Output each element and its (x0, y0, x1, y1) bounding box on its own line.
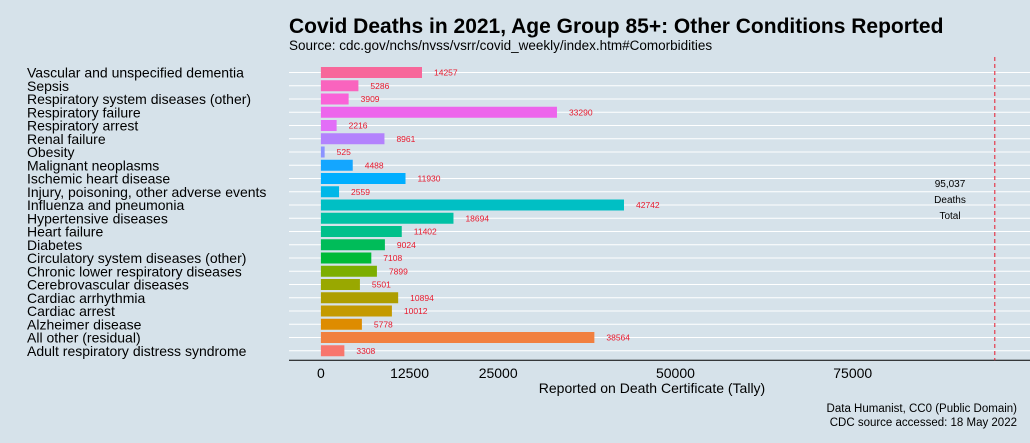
value-label: 7899 (389, 266, 408, 276)
category-label: Influenza and pneumonia (27, 197, 184, 213)
x-tick-label: 75000 (833, 365, 872, 381)
category-label: Respiratory failure (27, 104, 141, 120)
category-label: Ischemic heart disease (27, 171, 170, 187)
chart-subtitle: Source: cdc.gov/nchs/nvss/vsrr/covid_wee… (289, 38, 713, 53)
value-label: 2216 (349, 121, 368, 131)
value-labels: 14257 5286 3909 33290 2216 8961 525 4488 11930 25… (337, 68, 660, 356)
bar (320, 252, 372, 264)
category-label: Malignant neoplasms (27, 157, 159, 173)
chart-title: Covid Deaths in 2021, Age Group 85+: Oth… (289, 15, 944, 38)
value-label: 18694 (465, 213, 489, 223)
category-label: Chronic lower respiratory diseases (27, 263, 242, 279)
category-label: Sepsis (27, 78, 69, 94)
category-label: Heart failure (27, 224, 103, 240)
value-label: 4488 (365, 160, 384, 170)
total-label: Deaths (934, 195, 966, 206)
x-tick-label: 12500 (390, 365, 429, 381)
bar (320, 292, 399, 304)
value-label: 10012 (404, 306, 428, 316)
bar (320, 173, 406, 184)
x-tick-label: 50000 (656, 365, 695, 381)
bar (320, 318, 362, 330)
bar (320, 186, 340, 198)
bar (320, 332, 595, 343)
category-label: Cardiac arrhythmia (27, 290, 145, 306)
value-label: 5501 (372, 280, 391, 290)
value-label: 10894 (410, 293, 434, 303)
bar (320, 146, 325, 158)
category-label: Cerebrovascular diseases (27, 277, 189, 293)
value-label: 9024 (397, 240, 416, 250)
source-accessed-line: CDC source accessed: 18 May 2022 (829, 417, 1017, 429)
bar (320, 212, 454, 224)
bar (320, 226, 402, 237)
value-label: 2559 (351, 187, 370, 197)
category-label: Obesity (27, 144, 74, 160)
bar (320, 239, 385, 251)
category-label: Adult respiratory distress syndrome (27, 343, 247, 359)
value-label: 8961 (396, 134, 415, 144)
category-label: Circulatory system diseases (other) (27, 250, 246, 266)
total-label: Total (939, 211, 960, 222)
bar (320, 120, 337, 131)
value-label: 7108 (383, 253, 402, 263)
bar (320, 93, 349, 105)
x-tick-label: 25000 (479, 365, 518, 381)
value-label: 5286 (370, 81, 389, 91)
bars (320, 67, 624, 357)
x-tick-labels: 0 12500 25000 50000 75000 (317, 365, 872, 381)
bar (320, 305, 392, 317)
value-label: 42742 (636, 200, 660, 210)
bar (320, 159, 353, 171)
bar (320, 106, 557, 118)
total-label: 95,037 (935, 179, 966, 190)
category-label: Injury, poisoning, other adverse events (27, 184, 266, 200)
category-label: Diabetes (27, 237, 82, 253)
bar (320, 80, 359, 92)
value-label: 525 (337, 147, 351, 157)
value-label: 38564 (606, 333, 630, 343)
value-label: 33290 (569, 107, 593, 117)
bar (320, 199, 624, 211)
category-label: Respiratory arrest (27, 118, 138, 134)
x-axis-title: Reported on Death Certificate (Tally) (539, 380, 765, 396)
category-label: Vascular and unspecified dementia (27, 65, 244, 81)
bar (320, 279, 360, 290)
bar (320, 265, 377, 277)
bar (320, 67, 423, 78)
credit-line: Data Humanist, CC0 (Public Domain) (826, 403, 1017, 415)
category-label: Hypertensive diseases (27, 210, 168, 226)
category-label: Renal failure (27, 131, 106, 147)
category-label: Respiratory system diseases (other) (27, 91, 251, 107)
value-label: 5778 (374, 319, 393, 329)
bar (320, 133, 385, 145)
value-label: 11402 (414, 227, 437, 237)
value-label: 3909 (361, 94, 380, 104)
value-label: 11930 (418, 174, 441, 184)
reference-line-group: 95,037 Deaths Total (934, 57, 996, 361)
category-labels: Vascular and unspecified dementiaSepsisR… (27, 65, 266, 359)
category-label: All other (residual) (27, 330, 141, 346)
value-label: 3308 (356, 346, 375, 356)
value-label: 14257 (434, 68, 458, 78)
category-label: Alzheimer disease (27, 316, 142, 332)
x-tick-label: 0 (317, 365, 325, 381)
bar (320, 345, 345, 357)
category-label: Cardiac arrest (27, 303, 115, 319)
